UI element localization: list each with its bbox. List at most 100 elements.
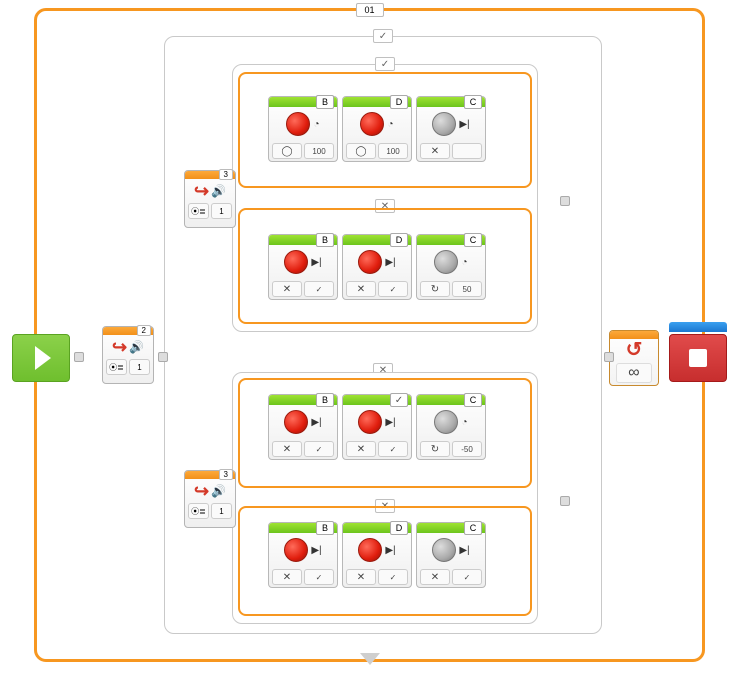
connector-peg — [158, 352, 168, 362]
compare-pill[interactable]: 1 — [211, 203, 232, 219]
param-button-1[interactable]: ✕ — [346, 441, 376, 457]
motor-icon — [284, 410, 308, 434]
param-button-1[interactable]: ✕ — [272, 569, 302, 585]
param-button-2[interactable]: 100 — [304, 143, 334, 159]
switch-upper-sensor[interactable]: 3 ↪🔊 ⦿≣ 1 — [184, 170, 236, 228]
motor-icon — [286, 112, 310, 136]
port-label[interactable]: B — [316, 393, 334, 407]
param-button-2[interactable]: ✓ — [378, 441, 408, 457]
motor-block[interactable]: B▶|✕✓ — [268, 522, 338, 588]
port-label[interactable]: B — [316, 233, 334, 247]
mode-pill[interactable]: ⦿≣ — [188, 503, 209, 519]
program-canvas: 01 ✓ ✕ ✓ ✕ ✕ 2 ↪🔊 ⦿≣ 1 3 ↪🔊 ⦿≣ 1 — [0, 0, 739, 674]
param-button-2[interactable]: ✓ — [378, 281, 408, 297]
switch-icon: ↪ — [194, 481, 209, 502]
sound-icon: 🔊 — [129, 340, 144, 354]
param-button-2[interactable]: ✓ — [452, 569, 482, 585]
param-button-1[interactable]: ✕ — [346, 569, 376, 585]
param-button-1[interactable]: ✕ — [272, 441, 302, 457]
param-button-1[interactable]: ↻ — [420, 281, 450, 297]
motor-block[interactable]: C ▶| ✕ — [416, 96, 486, 162]
switch-upper-tab-cross[interactable]: ✕ — [375, 199, 395, 213]
motor-icon — [284, 538, 308, 562]
port-label[interactable]: C — [464, 393, 482, 407]
mode-icon: ▶| — [459, 119, 469, 130]
switch-lower-tab-cross[interactable]: ✕ — [375, 499, 395, 513]
param-button-1[interactable]: ✕ — [272, 281, 302, 297]
port-label[interactable]: 3 — [219, 169, 233, 180]
mode-icon: ◔ — [461, 257, 467, 268]
motor-icon — [432, 538, 456, 562]
loop-return-icon: ↺ — [610, 339, 658, 361]
motor-block[interactable]: C◔↻-50 — [416, 394, 486, 460]
param-button-1[interactable]: ◯ — [346, 143, 376, 159]
port-label[interactable]: B — [316, 95, 334, 109]
motor-block[interactable]: B ▶| ✕✓ — [268, 394, 338, 460]
switch-lower-sensor[interactable]: 3 ↪🔊 ⦿≣ 1 — [184, 470, 236, 528]
port-label[interactable]: C — [464, 521, 482, 535]
port-label[interactable]: D — [390, 521, 408, 535]
mode-icon: ▶| — [311, 417, 321, 428]
stop-cap — [669, 322, 727, 332]
switch-main-tab-check[interactable]: ✓ — [373, 29, 393, 43]
loop-arrow-down-icon — [360, 653, 380, 665]
connector-peg — [560, 496, 570, 506]
param-button-2[interactable]: ✓ — [304, 569, 334, 585]
connector-peg — [74, 352, 84, 362]
motor-block[interactable]: D▶|✕✓ — [342, 234, 412, 300]
block-row-4: B▶|✕✓D▶|✕✓C▶|✕✓ — [268, 522, 486, 588]
play-icon — [35, 346, 51, 370]
port-label[interactable]: 3 — [219, 469, 233, 480]
port-label[interactable] — [390, 393, 408, 407]
port-label[interactable]: D — [390, 95, 408, 109]
param-button-2[interactable]: -50 — [452, 441, 482, 457]
param-button-1[interactable]: ✕ — [346, 281, 376, 297]
motor-block[interactable]: D ◔ ◯100 — [342, 96, 412, 162]
port-label[interactable]: C — [464, 233, 482, 247]
param-button-1[interactable]: ◯ — [272, 143, 302, 159]
param-button-2[interactable]: ✓ — [304, 281, 334, 297]
param-button-1[interactable]: ✕ — [420, 143, 450, 159]
start-block[interactable] — [12, 334, 70, 382]
block-row-2: B▶|✕✓D▶|✕✓ C ◔ ↻50 — [268, 234, 486, 300]
mode-icon: ◔ — [387, 119, 393, 130]
stop-icon — [689, 349, 707, 367]
param-button-2[interactable]: 100 — [378, 143, 408, 159]
sound-icon: 🔊 — [211, 484, 226, 498]
motor-icon — [360, 112, 384, 136]
motor-icon — [284, 250, 308, 274]
loop-label: 01 — [355, 3, 383, 17]
param-button-2[interactable]: ✓ — [378, 569, 408, 585]
port-label[interactable]: C — [464, 95, 482, 109]
motor-block[interactable]: B▶|✕✓ — [268, 234, 338, 300]
motor-block[interactable]: C▶|✕✓ — [416, 522, 486, 588]
stop-block[interactable] — [669, 334, 727, 382]
port-label[interactable]: 2 — [137, 325, 151, 336]
loop-end-block[interactable]: ↺ ∞ — [609, 330, 659, 386]
param-button-1[interactable]: ↻ — [420, 441, 450, 457]
motor-block[interactable]: ▶|✕✓ — [342, 394, 412, 460]
param-button-1[interactable]: ✕ — [420, 569, 450, 585]
port-label[interactable]: B — [316, 521, 334, 535]
compare-pill[interactable]: 1 — [129, 359, 150, 375]
mode-pill[interactable]: ⦿≣ — [106, 359, 127, 375]
block-row-1: B◔◯100D◔◯100C▶|✕ — [268, 96, 486, 162]
switch-main-sensor[interactable]: 2 ↪🔊 ⦿≣ 1 — [102, 326, 154, 384]
compare-pill[interactable]: 1 — [211, 503, 232, 519]
param-button-2[interactable]: 50 — [452, 281, 482, 297]
block-row-3: B▶|✕✓▶|✕✓C◔↻-50 — [268, 394, 486, 460]
motor-icon — [358, 410, 382, 434]
mode-pill[interactable]: ⦿≣ — [188, 203, 209, 219]
motor-block[interactable]: D ▶| ✕✓ — [342, 522, 412, 588]
motor-block[interactable]: B ◔ ◯100 — [268, 96, 338, 162]
param-button-2[interactable] — [452, 143, 482, 159]
port-label[interactable]: D — [390, 233, 408, 247]
connector-peg — [560, 196, 570, 206]
motor-block[interactable]: C ◔ ↻50 — [416, 234, 486, 300]
loop-mode-infinity[interactable]: ∞ — [616, 363, 652, 383]
param-button-2[interactable]: ✓ — [304, 441, 334, 457]
mode-icon: ◔ — [313, 119, 319, 130]
motor-icon — [358, 250, 382, 274]
switch-upper-tab-check[interactable]: ✓ — [375, 57, 395, 71]
mode-icon: ▶| — [385, 545, 395, 556]
